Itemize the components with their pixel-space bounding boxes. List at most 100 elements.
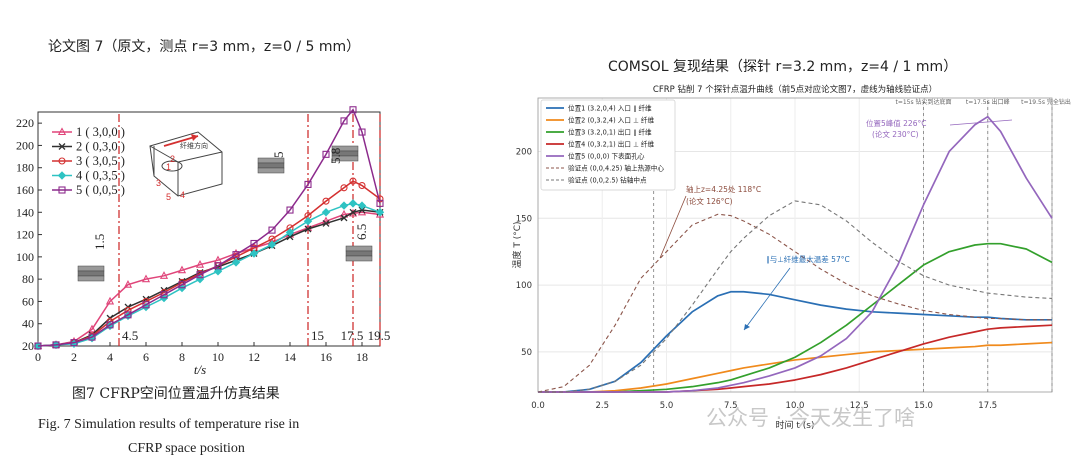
left-data-point (57, 171, 67, 180)
left-x-tick-label: 8 (179, 350, 185, 364)
left-data-point (34, 342, 42, 350)
left-data-point (58, 157, 66, 165)
left-data-point (105, 296, 115, 305)
left-data-point (70, 339, 78, 347)
right-annotation-3-line1: 位置5峰值 226°C (866, 118, 926, 128)
right-x-tick-label: 12.5 (850, 401, 869, 411)
left-y-tick-label: 180 (16, 161, 34, 175)
drill-stage-layer (345, 255, 373, 262)
left-data-point (349, 208, 357, 216)
left-x-tick-label: 14 (284, 350, 296, 364)
left-data-point (322, 219, 330, 227)
left-y-tick-label: 100 (16, 250, 34, 264)
right-legend-box (540, 99, 676, 191)
drill-stage-layer (331, 155, 359, 162)
left-data-point (249, 249, 259, 258)
right-x-tick-label: 17.5 (978, 401, 997, 411)
left-vertical-line-label: 15 (311, 328, 324, 343)
left-data-point (340, 117, 348, 125)
drill-stage-layer (77, 275, 105, 282)
inset-fiber-label: 纤维方向 (180, 141, 208, 150)
left-x-tick-label: 12 (248, 350, 260, 364)
right-series-line-2 (538, 341, 1053, 393)
inset-point-number: 1 (166, 162, 171, 172)
right-x-axis-label: 时间 t (s) (776, 419, 815, 431)
left-x-axis-label: t/s (194, 362, 206, 377)
left-x-tick-label: 18 (356, 350, 368, 364)
left-data-point (285, 228, 295, 237)
right-annotation-2-arrow (743, 267, 791, 331)
inset-point-number: 2 (170, 154, 175, 164)
left-data-point (123, 280, 133, 288)
right-annotation-1-arrow (659, 195, 687, 259)
left-y-tick-label: 120 (16, 228, 34, 242)
left-data-point (124, 311, 132, 319)
drill-stage-label: 1.5 (92, 234, 107, 250)
drill-stage-glyph-2 (257, 157, 285, 174)
right-y-tick-label: 150 (516, 214, 532, 224)
inset-fiber-arrowhead (191, 134, 198, 141)
left-legend-label: 2 ( 0,3,0 ) (76, 140, 125, 154)
left-legend-label: 4 ( 0,3,5 ) (76, 169, 125, 183)
left-data-point (87, 324, 97, 333)
left-data-point (321, 208, 331, 217)
left-data-point (58, 186, 66, 194)
left-y-tick-label: 60 (22, 294, 34, 308)
left-data-point (141, 274, 151, 283)
left-data-point (286, 206, 294, 214)
left-data-point (286, 233, 294, 241)
left-data-point (349, 106, 357, 114)
right-legend-label: 位置4 (0,3.2,1) 出口 ⊥ 纤维 (568, 140, 655, 149)
left-y-tick-label: 140 (16, 205, 34, 219)
inset-hole (161, 160, 183, 172)
drill-stage-glyph-4 (345, 245, 373, 262)
left-data-point (357, 201, 367, 210)
left-data-point (268, 226, 276, 234)
right-annotation-1-line1: 轴上z=4.25处 118°C (686, 184, 761, 194)
left-x-tick-label: 4 (107, 350, 113, 364)
right-annotation-1-line2: (论文 126°C) (686, 196, 733, 206)
left-x-tick-label: 2 (71, 350, 77, 364)
right-legend-label: 验证点 (0,0,2.5) 钻轴中点 (568, 176, 647, 185)
left-data-point (57, 127, 67, 136)
left-y-tick-label: 40 (22, 317, 34, 331)
left-data-point (303, 216, 313, 226)
left-x-tick-label: 0 (35, 350, 41, 364)
left-data-point (339, 201, 349, 210)
left-data-point (376, 199, 384, 207)
left-data-point (250, 239, 258, 248)
left-data-point (358, 181, 366, 190)
left-data-point (195, 259, 205, 268)
left-data-point (304, 225, 312, 233)
left-data-point (213, 267, 223, 276)
inset-point-number: 5 (166, 192, 171, 202)
caption-cn: 图7 CFRP空间位置温升仿真结果 (72, 386, 280, 402)
drill-stage-label: 5.8 (328, 148, 343, 164)
right-legend-label: 位置3 (3.2,0,1) 出口 ∥ 纤维 (568, 128, 652, 137)
left-x-tick-label: 6 (143, 350, 149, 364)
right-vertical-line-label: t=15s 钻尖到达底面 (895, 98, 951, 106)
drill-stage-glyph-3 (331, 145, 359, 162)
right-legend-label: 位置1 (3.2,0,4) 入口 ∥ 纤维 (568, 104, 652, 113)
caption-en-line1: Fig. 7 Simulation results of temperature… (38, 417, 299, 432)
watermark: 公众号 · 今天发生了啥 (706, 406, 916, 430)
left-data-point (58, 143, 66, 150)
left-data-point (322, 197, 330, 205)
left-data-point (160, 291, 168, 299)
right-x-tick-label: 15.0 (914, 401, 933, 411)
left-y-tick-label: 200 (16, 138, 34, 152)
right-legend-label: 位置2 (0,3.2,4) 入口 ⊥ 纤维 (568, 116, 655, 125)
drill-stage-label: 6.5 (354, 224, 369, 240)
right-legend-label: 验证点 (0,0,4.25) 轴上热源中心 (568, 164, 664, 173)
left-data-point (231, 258, 241, 267)
right-x-tick-label: 2.5 (595, 401, 609, 411)
left-y-tick-label: 220 (16, 116, 34, 130)
left-data-point (178, 281, 186, 289)
left-vertical-line-label: 4.5 (122, 328, 138, 343)
left-legend-label: 1 ( 3,0,0 ) (76, 125, 125, 139)
right-annotation-2-arrowhead (744, 324, 750, 330)
left-data-point (142, 301, 150, 309)
right-y-tick-label: 50 (521, 348, 532, 358)
